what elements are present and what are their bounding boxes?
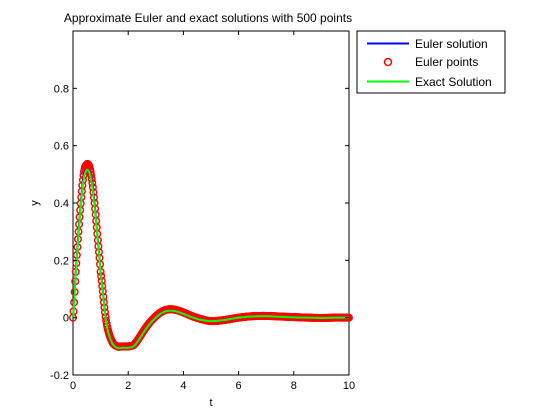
x-axis-label: t xyxy=(209,397,212,409)
legend-label-euler-points: Euler points xyxy=(415,55,478,69)
x-tick-label: 8 xyxy=(291,380,297,392)
exact-solution-line xyxy=(72,168,349,350)
legend-box xyxy=(356,30,506,94)
y-tick-label: 0.2 xyxy=(54,255,69,267)
x-tick-label: 6 xyxy=(236,380,242,392)
chart-marks xyxy=(68,160,354,351)
x-tick-label: 2 xyxy=(125,380,131,392)
y-tick-label: 0.6 xyxy=(54,141,69,153)
y-axis-label: y xyxy=(29,200,41,206)
x-tick-label: 0 xyxy=(70,380,76,392)
y-tick-label: 0.8 xyxy=(54,83,69,95)
y-tick-label: 0.4 xyxy=(54,198,69,210)
legend-label-exact-solution: Exact Solution xyxy=(415,75,492,89)
y-tick-label: 0 xyxy=(63,313,69,325)
chart-ticks: 0 2 4 6 8 10-0.200.20.40.60.8 xyxy=(50,31,355,392)
x-tick-label: 4 xyxy=(180,380,186,392)
chart-title: Approximate Euler and exact solutions wi… xyxy=(64,11,352,25)
legend-label-euler-solution: Euler solution xyxy=(415,37,488,51)
y-tick-label: -0.2 xyxy=(50,370,69,382)
legend-swatch-euler-points xyxy=(383,57,393,67)
x-tick-label: 10 xyxy=(343,380,355,392)
legend: Euler solution Euler points Exact Soluti… xyxy=(356,30,506,94)
